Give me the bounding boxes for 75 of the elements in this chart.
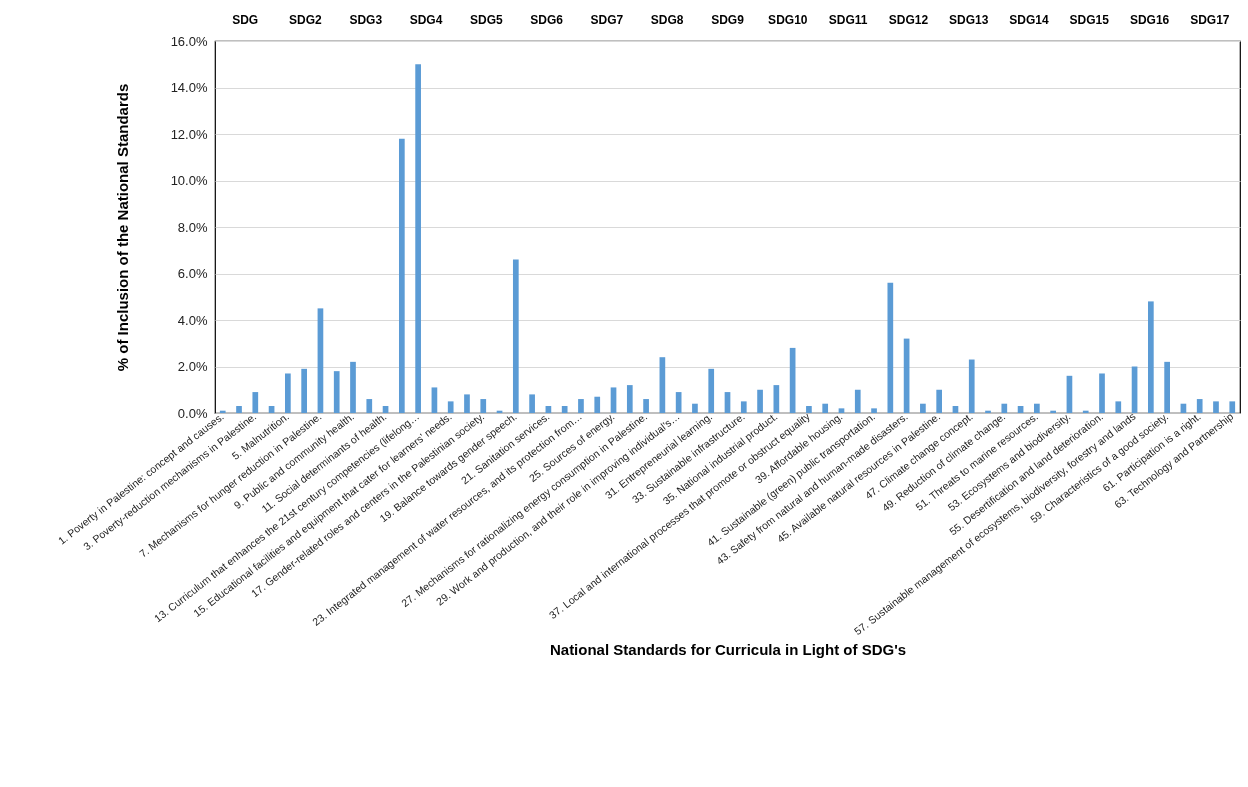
bar — [854, 389, 861, 413]
y-tick-label: 0.0% — [177, 405, 208, 421]
text: SDG4 — [409, 13, 443, 27]
bar — [1099, 373, 1105, 413]
bar — [219, 410, 226, 413]
bar — [643, 399, 649, 413]
bar — [561, 406, 568, 413]
bar — [626, 385, 633, 413]
bar — [1148, 301, 1154, 413]
text: SDG13 — [949, 13, 989, 27]
text: SDG12 — [888, 13, 929, 27]
bar — [985, 410, 991, 413]
y-tick-label: 8.0% — [177, 219, 208, 235]
y-tick-label: 14.0% — [170, 80, 208, 95]
bar — [578, 399, 584, 413]
bar — [822, 403, 829, 413]
bar — [252, 392, 259, 413]
bar — [285, 373, 291, 413]
y-tick-label: 12.0% — [170, 126, 208, 142]
bar — [447, 401, 454, 413]
bar — [920, 403, 926, 413]
text: SDG7 — [590, 13, 624, 27]
text: SDG10 — [768, 13, 808, 27]
bar — [806, 406, 812, 413]
bar — [1115, 401, 1122, 413]
text: SDG17 — [1190, 13, 1230, 27]
text: SDG2 — [289, 13, 323, 27]
bar — [480, 399, 487, 413]
bar — [301, 368, 307, 413]
bar — [887, 282, 894, 413]
bar — [512, 259, 519, 413]
bar — [675, 392, 682, 413]
bar — [1034, 403, 1040, 413]
bar — [692, 403, 698, 413]
y-tick-label: 10.0% — [170, 173, 208, 188]
bar — [1082, 410, 1089, 413]
bar — [740, 401, 747, 413]
text: SDG9 — [711, 13, 745, 27]
y-axis-title: % of Inclusion of the National Standards — [113, 83, 131, 372]
text: SDG5 — [469, 13, 503, 27]
bar — [415, 64, 421, 413]
y-tick-label: 4.0% — [177, 312, 208, 328]
bar — [399, 138, 405, 413]
bar — [936, 389, 943, 413]
bar — [1050, 410, 1056, 413]
bar — [464, 394, 470, 413]
bar — [1001, 403, 1008, 413]
y-tick-label: 16.0% — [170, 33, 208, 49]
bar — [838, 408, 845, 413]
bar — [350, 361, 356, 413]
bar — [236, 406, 242, 413]
bar — [529, 394, 535, 413]
bar — [708, 368, 715, 413]
bar — [1164, 361, 1170, 413]
bar — [871, 408, 877, 413]
x-axis-title: National Standards for Curricula in Light of SDG's — [549, 640, 907, 658]
bar — [773, 385, 780, 413]
bar — [1229, 401, 1236, 413]
bar — [594, 396, 601, 413]
y-tick-label: 6.0% — [177, 266, 208, 281]
text: SDG15 — [1069, 13, 1110, 27]
bar — [1213, 401, 1219, 413]
bar — [333, 371, 340, 413]
bar — [1196, 399, 1203, 413]
bar — [757, 389, 763, 413]
text: SDG16 — [1129, 13, 1170, 27]
y-tick-label: 2.0% — [177, 359, 208, 374]
bar — [366, 399, 373, 413]
text: SDG — [232, 13, 259, 27]
text: SDG6 — [530, 13, 564, 27]
text: SDG3 — [349, 13, 383, 27]
bar — [968, 359, 975, 413]
text: SDG14 — [1009, 13, 1049, 27]
text: SDG11 — [828, 13, 868, 27]
text: SDG8 — [650, 13, 684, 27]
